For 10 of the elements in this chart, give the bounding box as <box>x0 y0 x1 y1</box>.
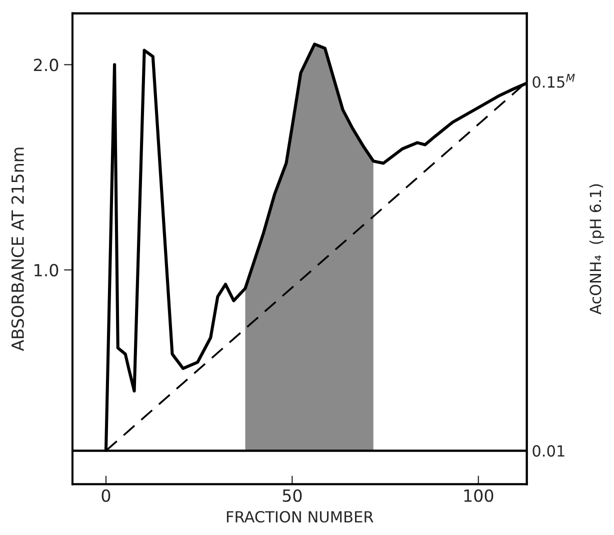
y-axis-title: ABSORBANCE AT 215nm <box>11 148 24 352</box>
y2-axis-title: AcONH₄ (pH 6.1) <box>589 184 604 314</box>
x-tick-label: 0 <box>102 489 110 502</box>
x-axis-title: FRACTION NUMBER <box>226 510 374 523</box>
y-tick-label: 2.0 <box>34 58 58 72</box>
x-tick-label: 100 <box>464 489 494 502</box>
y2-tick-label: 0.01 <box>532 445 564 457</box>
y2-tick-label: 0.15$^{M}$ <box>532 74 575 88</box>
x-tick-label: 50 <box>282 489 302 502</box>
y-tick-label: 1.0 <box>34 264 58 276</box>
